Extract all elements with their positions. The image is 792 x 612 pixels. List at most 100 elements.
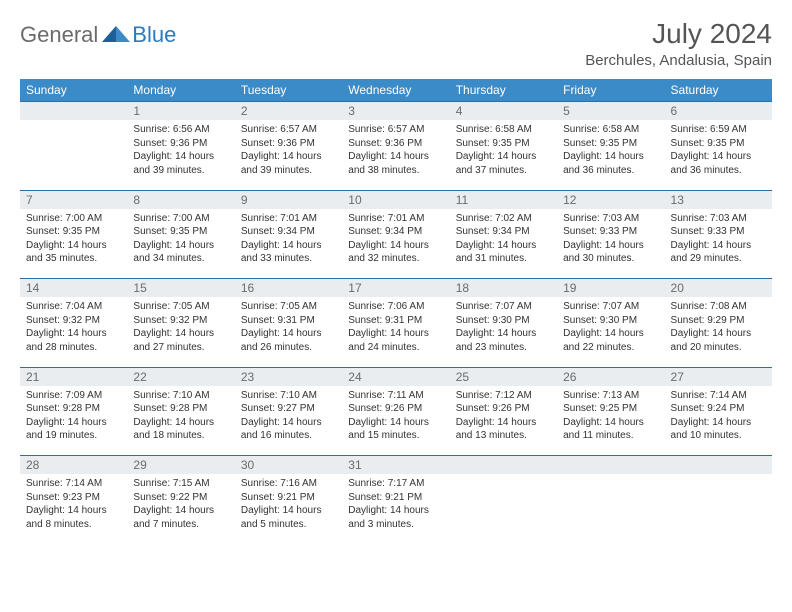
sunset-text: Sunset: 9:31 PM [348, 314, 443, 328]
day-content-cell: Sunrise: 7:01 AMSunset: 9:34 PMDaylight:… [235, 209, 342, 279]
day-content-cell: Sunrise: 7:11 AMSunset: 9:26 PMDaylight:… [342, 386, 449, 456]
day-number-cell [557, 456, 664, 475]
day-content-cell: Sunrise: 6:57 AMSunset: 9:36 PMDaylight:… [342, 120, 449, 190]
sunrise-text: Sunrise: 7:10 AM [241, 389, 336, 403]
day-content-cell: Sunrise: 7:09 AMSunset: 9:28 PMDaylight:… [20, 386, 127, 456]
daylight-text: and 23 minutes. [456, 341, 551, 355]
daylight-text: and 36 minutes. [563, 164, 658, 178]
sunrise-text: Sunrise: 7:00 AM [133, 212, 228, 226]
daylight-text: and 29 minutes. [671, 252, 766, 266]
weekday-header: Monday [127, 79, 234, 102]
daylight-text: Daylight: 14 hours [348, 416, 443, 430]
day-number-cell: 27 [665, 367, 772, 386]
day-content-cell: Sunrise: 7:15 AMSunset: 9:22 PMDaylight:… [127, 474, 234, 544]
sunrise-text: Sunrise: 7:05 AM [241, 300, 336, 314]
daylight-text: and 32 minutes. [348, 252, 443, 266]
day-number-cell: 15 [127, 279, 234, 298]
day-number-cell [20, 102, 127, 121]
day-number-cell: 23 [235, 367, 342, 386]
day-number-row: 123456 [20, 102, 772, 121]
daylight-text: Daylight: 14 hours [241, 416, 336, 430]
day-number-cell: 16 [235, 279, 342, 298]
sunrise-text: Sunrise: 7:00 AM [26, 212, 121, 226]
daylight-text: and 37 minutes. [456, 164, 551, 178]
sunrise-text: Sunrise: 7:01 AM [348, 212, 443, 226]
sunset-text: Sunset: 9:30 PM [456, 314, 551, 328]
day-number-cell: 21 [20, 367, 127, 386]
sunset-text: Sunset: 9:33 PM [563, 225, 658, 239]
sunset-text: Sunset: 9:36 PM [348, 137, 443, 151]
sunset-text: Sunset: 9:33 PM [671, 225, 766, 239]
sunset-text: Sunset: 9:32 PM [133, 314, 228, 328]
daylight-text: Daylight: 14 hours [241, 504, 336, 518]
sunset-text: Sunset: 9:23 PM [26, 491, 121, 505]
daylight-text: and 11 minutes. [563, 429, 658, 443]
sunrise-text: Sunrise: 7:02 AM [456, 212, 551, 226]
day-content-row: Sunrise: 7:00 AMSunset: 9:35 PMDaylight:… [20, 209, 772, 279]
daylight-text: Daylight: 14 hours [26, 416, 121, 430]
daylight-text: and 27 minutes. [133, 341, 228, 355]
logo-text-general: General [20, 22, 98, 48]
daylight-text: and 19 minutes. [26, 429, 121, 443]
day-number-cell: 11 [450, 190, 557, 209]
daylight-text: Daylight: 14 hours [563, 239, 658, 253]
sunset-text: Sunset: 9:36 PM [133, 137, 228, 151]
daylight-text: and 15 minutes. [348, 429, 443, 443]
day-number-cell: 3 [342, 102, 449, 121]
day-content-row: Sunrise: 7:09 AMSunset: 9:28 PMDaylight:… [20, 386, 772, 456]
day-number-cell: 28 [20, 456, 127, 475]
daylight-text: Daylight: 14 hours [26, 504, 121, 518]
day-content-cell: Sunrise: 6:58 AMSunset: 9:35 PMDaylight:… [557, 120, 664, 190]
day-content-cell: Sunrise: 7:10 AMSunset: 9:28 PMDaylight:… [127, 386, 234, 456]
daylight-text: Daylight: 14 hours [133, 150, 228, 164]
sunset-text: Sunset: 9:35 PM [26, 225, 121, 239]
sunrise-text: Sunrise: 7:07 AM [456, 300, 551, 314]
sunrise-text: Sunrise: 7:09 AM [26, 389, 121, 403]
day-number-cell: 26 [557, 367, 664, 386]
daylight-text: and 22 minutes. [563, 341, 658, 355]
daylight-text: Daylight: 14 hours [241, 239, 336, 253]
day-content-cell: Sunrise: 7:14 AMSunset: 9:24 PMDaylight:… [665, 386, 772, 456]
day-number-cell: 31 [342, 456, 449, 475]
logo-text-blue: Blue [132, 22, 176, 48]
page-header: General Blue July 2024 Berchules, Andalu… [20, 18, 772, 69]
weekday-header: Saturday [665, 79, 772, 102]
daylight-text: and 38 minutes. [348, 164, 443, 178]
sunrise-text: Sunrise: 6:58 AM [563, 123, 658, 137]
day-number-cell: 30 [235, 456, 342, 475]
day-number-cell: 25 [450, 367, 557, 386]
day-content-cell [665, 474, 772, 544]
daylight-text: Daylight: 14 hours [456, 327, 551, 341]
daylight-text: Daylight: 14 hours [348, 504, 443, 518]
daylight-text: and 18 minutes. [133, 429, 228, 443]
logo: General Blue [20, 22, 176, 48]
day-content-cell: Sunrise: 6:58 AMSunset: 9:35 PMDaylight:… [450, 120, 557, 190]
day-number-cell: 1 [127, 102, 234, 121]
day-number-cell: 8 [127, 190, 234, 209]
weekday-header: Sunday [20, 79, 127, 102]
sunset-text: Sunset: 9:31 PM [241, 314, 336, 328]
calendar-table: Sunday Monday Tuesday Wednesday Thursday… [20, 79, 772, 544]
day-number-cell: 12 [557, 190, 664, 209]
daylight-text: Daylight: 14 hours [26, 327, 121, 341]
daylight-text: and 31 minutes. [456, 252, 551, 266]
daylight-text: Daylight: 14 hours [456, 150, 551, 164]
day-content-cell: Sunrise: 7:07 AMSunset: 9:30 PMDaylight:… [557, 297, 664, 367]
day-content-cell: Sunrise: 7:05 AMSunset: 9:32 PMDaylight:… [127, 297, 234, 367]
daylight-text: and 13 minutes. [456, 429, 551, 443]
day-content-cell [557, 474, 664, 544]
sunrise-text: Sunrise: 7:05 AM [133, 300, 228, 314]
day-number-cell: 9 [235, 190, 342, 209]
daylight-text: Daylight: 14 hours [133, 327, 228, 341]
day-number-row: 78910111213 [20, 190, 772, 209]
sunrise-text: Sunrise: 6:57 AM [241, 123, 336, 137]
weekday-header: Tuesday [235, 79, 342, 102]
day-number-cell: 4 [450, 102, 557, 121]
daylight-text: Daylight: 14 hours [563, 327, 658, 341]
day-content-cell: Sunrise: 7:17 AMSunset: 9:21 PMDaylight:… [342, 474, 449, 544]
daylight-text: Daylight: 14 hours [671, 416, 766, 430]
day-number-cell: 20 [665, 279, 772, 298]
sunset-text: Sunset: 9:28 PM [26, 402, 121, 416]
sunset-text: Sunset: 9:21 PM [241, 491, 336, 505]
daylight-text: and 33 minutes. [241, 252, 336, 266]
